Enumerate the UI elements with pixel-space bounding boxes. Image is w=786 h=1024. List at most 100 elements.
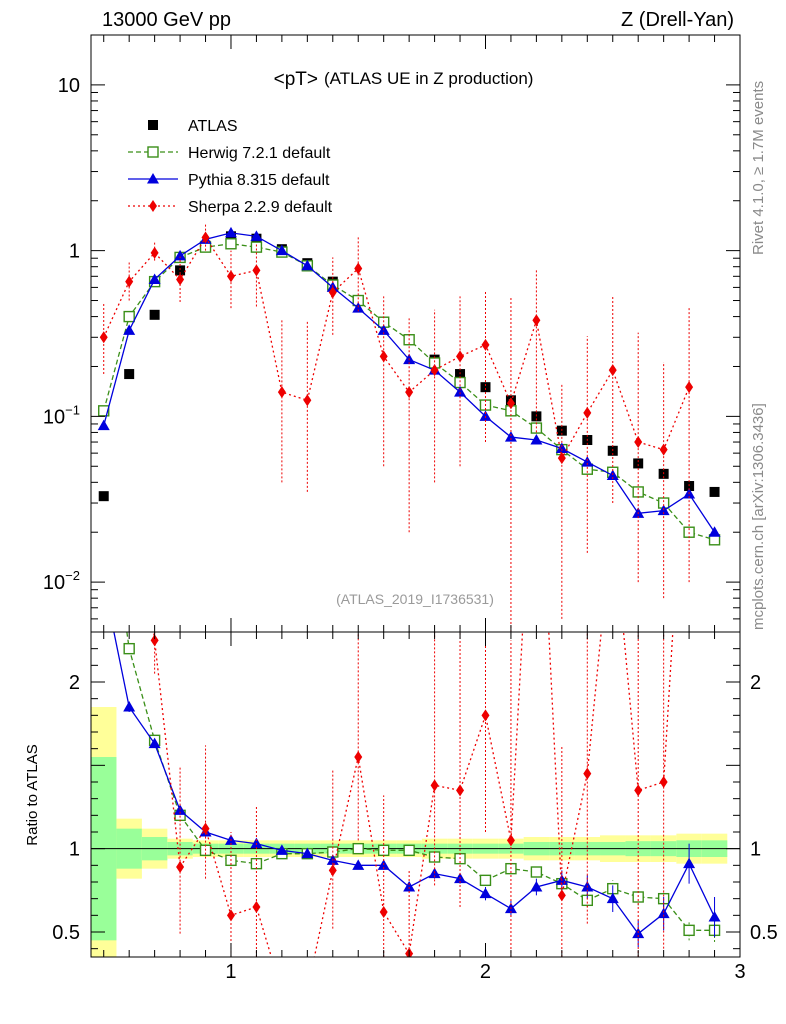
pythia-point xyxy=(148,273,161,284)
sherpa-point xyxy=(125,275,134,288)
legend-label-sherpa: Sherpa 2.2.9 default xyxy=(188,199,333,216)
plot-title-group: <pT> (ATLAS UE in Z production) xyxy=(274,69,534,90)
main-ytick-label: 10−2 xyxy=(43,568,80,594)
ytick-exp: −1 xyxy=(65,402,80,417)
sherpa-ratio-point xyxy=(634,784,643,797)
legend-label-atlas: ATLAS xyxy=(188,118,238,135)
pythia-point xyxy=(174,249,187,261)
pythia-point xyxy=(454,386,467,397)
xtick-label: 3 xyxy=(734,961,745,983)
sherpa-point xyxy=(659,443,668,456)
sherpa-point xyxy=(201,231,210,244)
sherpa-ratio-point xyxy=(354,751,363,763)
sherpa-ratio-point xyxy=(557,889,566,902)
pythia-ratio-point xyxy=(606,892,619,904)
sherpa-point xyxy=(557,452,566,465)
sherpa-ratio-point xyxy=(481,709,490,722)
xtick-label: 2 xyxy=(480,961,491,983)
pythia-ratio-point xyxy=(683,857,696,869)
pythia-ratio-point xyxy=(530,881,543,892)
plot-title: <pT> xyxy=(274,69,318,90)
sherpa-point xyxy=(277,386,286,399)
sherpa-point xyxy=(303,394,312,407)
ytick-base: 10 xyxy=(43,572,65,594)
herwig-ratio-point xyxy=(377,844,390,857)
pythia-point xyxy=(504,431,517,442)
energy-label: 13000 GeV pp xyxy=(102,9,231,31)
pythia-ratio-point xyxy=(275,844,288,855)
main-ytick-label: 1 xyxy=(69,241,80,263)
atlas-point xyxy=(633,458,644,469)
rivet-label: Rivet 4.1.0, ≥ 1.7M events xyxy=(750,81,767,255)
ratio-ytick-label: 2 xyxy=(69,672,80,694)
mcplots-label: mcplots.cern.ch [arXiv:1306.3436] xyxy=(750,403,767,630)
herwig-ratio-point xyxy=(479,874,492,887)
pythia-point xyxy=(555,442,568,453)
herwig-point xyxy=(225,238,237,250)
sherpa-point xyxy=(99,331,108,344)
herwig-ratio-point xyxy=(683,924,695,937)
herwig-point xyxy=(250,241,263,253)
pythia-ratio-point xyxy=(479,887,492,899)
legend-marker-herwig xyxy=(147,146,159,158)
atlas-point xyxy=(149,309,160,320)
pythia-point xyxy=(479,410,492,421)
sherpa-point xyxy=(456,350,465,363)
sherpa-ratio-point xyxy=(506,834,515,847)
pythia-ratio-point xyxy=(352,859,365,870)
pythia-ratio-point xyxy=(301,847,314,859)
main-ytick-label: 10−1 xyxy=(43,402,80,428)
sherpa-point xyxy=(532,314,541,327)
sherpa-point xyxy=(226,270,235,283)
legend-marker-atlas xyxy=(148,120,158,130)
atlas-point xyxy=(98,491,109,502)
sherpa-point xyxy=(506,397,515,410)
pythia-ratio-point xyxy=(403,881,416,892)
herwig-point xyxy=(98,405,110,417)
sherpa-point xyxy=(150,246,159,259)
pythia-point xyxy=(123,324,136,335)
pythia-point xyxy=(97,419,110,431)
ratio-frame xyxy=(90,631,741,958)
ratio-ytick-label: 1 xyxy=(69,839,80,861)
sherpa-point xyxy=(354,262,363,275)
pythia-ratio-point xyxy=(708,911,721,922)
ratio-ylabel: Ratio to ATLAS xyxy=(24,744,41,845)
sherpa-line xyxy=(103,236,690,460)
pythia-point xyxy=(708,526,721,537)
sherpa-ratio-point xyxy=(456,784,465,797)
legend: ATLAS Herwig 7.2.1 default Pythia 8.315 de… xyxy=(128,118,333,216)
sherpa-ratio-point xyxy=(201,822,210,835)
pythia-ratio-point xyxy=(123,701,136,712)
main-ytick-label: 10 xyxy=(58,75,80,97)
ratio-ytick-label-right: 1 xyxy=(750,839,761,861)
pythia-point xyxy=(301,259,314,271)
sherpa-ratio-point xyxy=(659,776,668,788)
ratio-panel: 1 2 30.5 0.51 12 2 xyxy=(52,631,778,983)
sherpa-point xyxy=(430,364,439,377)
legend-marker-pythia xyxy=(147,173,159,184)
herwig-point xyxy=(123,310,135,323)
sherpa-point xyxy=(328,286,337,299)
sherpa-point xyxy=(481,338,490,351)
sherpa-ratio-line xyxy=(153,632,674,957)
sherpa-ratio-point xyxy=(379,906,388,918)
xtick-label: 1 xyxy=(225,961,236,983)
sherpa-ratio-point xyxy=(176,861,185,873)
sherpa-point xyxy=(634,436,643,449)
sherpa-ratio-point xyxy=(583,767,592,780)
sherpa-point xyxy=(379,350,388,363)
analysis-id: (ATLAS_2019_I1736531) xyxy=(336,591,494,607)
herwig-ratio-point xyxy=(352,842,364,855)
sherpa-ratio-point xyxy=(328,864,337,877)
pythia-point xyxy=(250,230,263,241)
legend-marker-sherpa xyxy=(149,200,157,212)
atlas-point xyxy=(480,382,491,393)
herwig-ratio-point xyxy=(403,844,415,857)
ytick-base: 10 xyxy=(43,406,65,428)
process-label: Z (Drell-Yan) xyxy=(621,9,734,31)
atlas-point xyxy=(124,369,135,380)
sherpa-point xyxy=(608,364,617,377)
ratio-ytick-label-right: 0.5 xyxy=(750,922,778,944)
